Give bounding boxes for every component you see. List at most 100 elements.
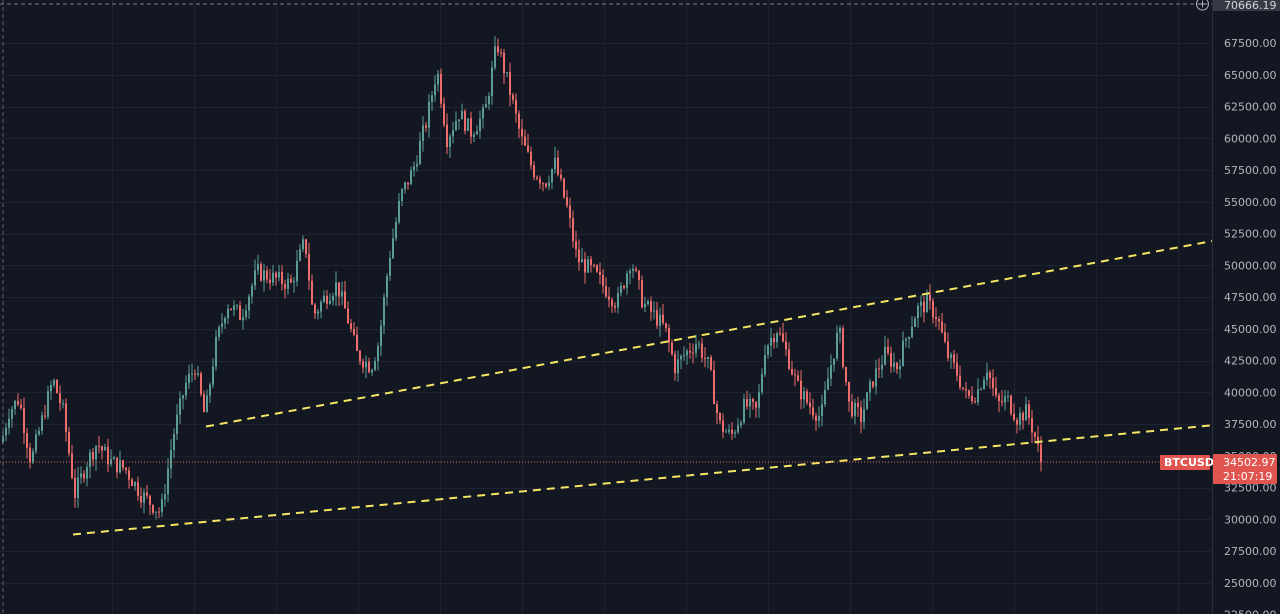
candle-body [200, 373, 202, 395]
candle-body [218, 327, 220, 337]
symbol-tag: BTCUSD [1164, 456, 1214, 469]
candle-body [929, 294, 931, 301]
candle-body [386, 276, 388, 298]
candle-body [176, 414, 178, 434]
candle-body [569, 205, 571, 219]
candle-body [41, 415, 43, 431]
candle-body [362, 361, 364, 368]
candle-body [887, 346, 889, 354]
trendline[interactable] [72, 424, 1213, 536]
candle-body [572, 218, 574, 242]
candle-body [893, 362, 895, 367]
candle-body [656, 310, 658, 326]
candle-body [347, 308, 349, 324]
candle-body [365, 361, 367, 368]
candle-body [773, 338, 775, 343]
candle-body [782, 333, 784, 342]
candle-body [11, 409, 13, 419]
candle-layer [2, 36, 1042, 520]
candle-body [674, 354, 676, 374]
candle-body [329, 300, 331, 304]
candle-body [539, 178, 541, 184]
candle-body [359, 350, 361, 362]
candle-body [326, 295, 328, 304]
candle-body [743, 399, 745, 423]
candle-body [17, 400, 19, 405]
candle-body [941, 321, 943, 333]
candle-body [770, 338, 772, 346]
candle-body [938, 319, 940, 322]
candle-body [908, 337, 910, 339]
candle-body [986, 372, 988, 380]
candle-body [896, 362, 898, 370]
candle-body [677, 359, 679, 374]
candle-body [1028, 404, 1030, 419]
candle-body [119, 460, 121, 473]
candle-body [161, 499, 163, 513]
candle-body [884, 346, 886, 365]
candle-body [977, 389, 979, 403]
candle-body [2, 435, 4, 444]
candle-body [206, 395, 208, 413]
candle-body [107, 446, 109, 465]
candle-body [101, 446, 103, 451]
candle-body [695, 344, 697, 353]
candle-body [134, 482, 136, 487]
candle-body [698, 343, 700, 345]
candle-body [44, 415, 46, 417]
candle-body [980, 389, 982, 391]
top-price-label-bg [1213, 0, 1280, 11]
candle-body [920, 301, 922, 306]
top-price-label: 70666.19 [1224, 0, 1277, 12]
candle-body [47, 391, 49, 417]
candle-body [737, 425, 739, 433]
trendline[interactable] [205, 240, 1213, 428]
candle-body [8, 418, 10, 428]
candle-body [533, 165, 535, 178]
candle-body [890, 353, 892, 367]
candle-body [80, 473, 82, 478]
candle-body [983, 379, 985, 390]
candle-body [437, 73, 439, 85]
candle-body [245, 310, 247, 318]
symbol-tag-bg [1160, 455, 1210, 471]
candle-body [905, 338, 907, 341]
candle-body [407, 182, 409, 185]
candle-body [470, 118, 472, 137]
candle-body [149, 495, 151, 505]
candle-body [527, 145, 529, 152]
candle-body [545, 183, 547, 187]
candle-body [857, 402, 859, 408]
candle-body [668, 328, 670, 343]
candle-body [824, 389, 826, 405]
candle-body [428, 101, 430, 128]
candle-body [590, 259, 592, 265]
candle-body [1004, 396, 1006, 403]
candle-body [620, 285, 622, 294]
candle-body [440, 73, 442, 104]
candle-body [962, 387, 964, 389]
candle-body [758, 392, 760, 408]
candle-body [248, 296, 250, 311]
candle-body [128, 470, 130, 480]
candle-body [392, 238, 394, 258]
candle-body [995, 388, 997, 396]
add-alert-button[interactable] [1196, 0, 1209, 11]
candle-body [335, 282, 337, 296]
price-tick-label: 55000.00 [1224, 196, 1277, 209]
candle-body [791, 368, 793, 375]
candle-body [494, 46, 496, 68]
candle-body [848, 381, 850, 402]
candle-body [290, 278, 292, 283]
candle-body [659, 314, 661, 326]
candle-countdown: 21:07:19 [1223, 470, 1272, 483]
candle-body [461, 111, 463, 120]
candle-body [1019, 412, 1021, 425]
plus-circle-icon[interactable] [1196, 0, 1209, 11]
candle-body [560, 174, 562, 179]
price-tick-label: 52500.00 [1224, 228, 1277, 241]
candle-body [611, 299, 613, 306]
candle-body [443, 103, 445, 125]
